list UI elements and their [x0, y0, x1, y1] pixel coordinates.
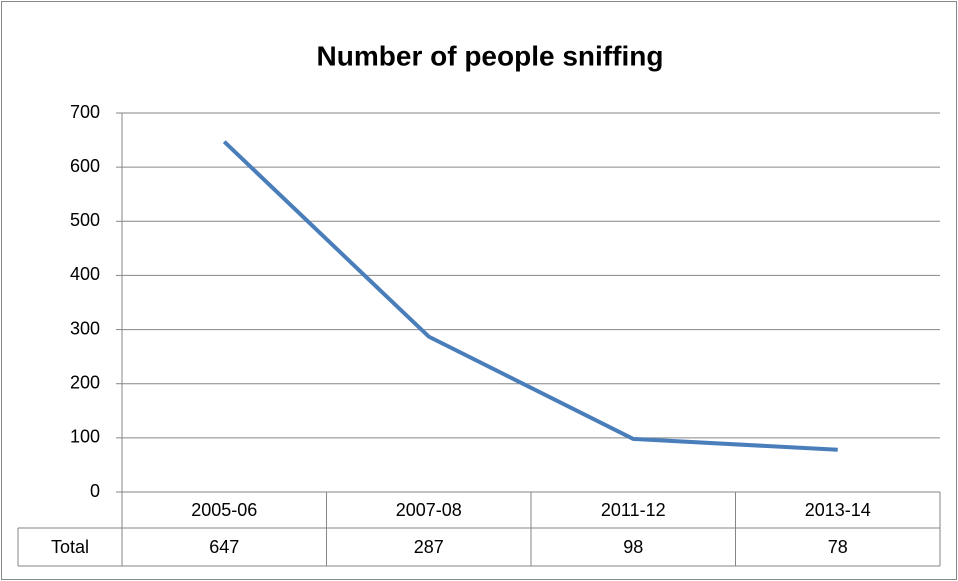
y-tick-label: 400 — [70, 264, 100, 284]
y-tick-label: 200 — [70, 372, 100, 392]
y-tick-label: 100 — [70, 427, 100, 447]
y-tick-label: 500 — [70, 210, 100, 230]
table-series-name: Total — [51, 537, 89, 557]
x-tick-label: 2007-08 — [396, 500, 462, 520]
y-tick-label: 600 — [70, 156, 100, 176]
y-tick-label: 700 — [70, 102, 100, 122]
y-tick-label: 0 — [90, 481, 100, 501]
chart-title: Number of people sniffing — [317, 40, 664, 71]
table-value: 98 — [623, 537, 643, 557]
table-value: 287 — [414, 537, 444, 557]
x-tick-label: 2011-12 — [601, 500, 666, 520]
table-value: 647 — [209, 537, 239, 557]
x-tick-label: 2005-06 — [191, 500, 257, 520]
y-tick-label: 300 — [70, 318, 100, 338]
data-line — [222, 140, 838, 452]
x-tick-label: 2013-14 — [805, 500, 871, 520]
table-value: 78 — [828, 537, 848, 557]
